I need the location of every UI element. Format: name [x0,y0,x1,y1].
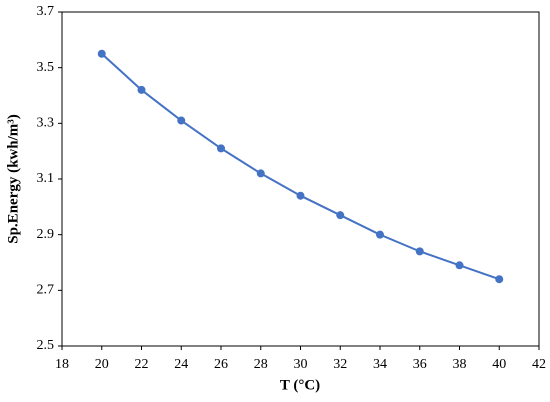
point [296,191,305,200]
point [97,49,106,58]
x-tick-label: 18 [55,357,69,372]
y-tick-label: 3.3 [37,116,55,131]
point [376,230,384,239]
line [101,53,500,281]
point [217,144,225,153]
y-tick-label: 2.5 [37,338,55,353]
x-tick-label: 40 [492,357,506,372]
point [336,211,345,220]
x-tick-label: 26 [214,357,228,372]
plot-frame [61,11,540,347]
y-tick-label: 2.7 [37,283,55,298]
x-tick-label: 36 [413,357,427,372]
point [177,116,186,125]
y-axis-label: Sp.Energy (kwh/m³) [5,114,21,244]
x-tick-label: 38 [453,357,467,372]
x-tick-label: 24 [174,357,188,372]
point [495,275,504,284]
y-tick-label: 3.1 [37,171,55,186]
x-tick-label: 20 [95,357,109,372]
point [455,261,464,270]
y-tick-label: 3.7 [37,4,55,19]
y-tick-label: 2.9 [37,227,55,242]
x-tick-label: 34 [373,357,387,372]
x-tick-label: 32 [333,357,347,372]
x-tick-label: 28 [254,357,268,372]
x-tick-label: 22 [135,357,149,372]
y-tick-label: 3.5 [37,60,55,75]
x-tick-label: 30 [294,357,308,372]
x-tick-label: 42 [532,357,546,372]
point [137,85,146,94]
point [256,169,265,178]
x-axis-label: T (°C) [280,377,320,393]
point [415,247,424,256]
